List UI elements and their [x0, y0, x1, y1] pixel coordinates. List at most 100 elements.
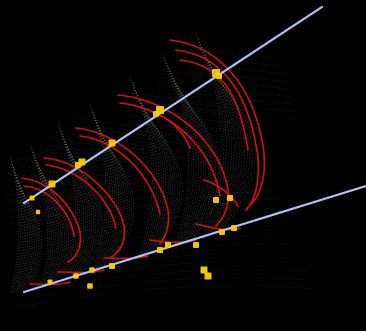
- mesh-line: [31, 149, 52, 285]
- mesh-line: [17, 269, 307, 294]
- mesh-line: [32, 154, 56, 283]
- marker: [204, 272, 212, 280]
- mesh-line: [36, 168, 65, 280]
- marker: [219, 229, 225, 235]
- marker: [200, 266, 208, 274]
- mesh-line: [60, 130, 82, 277]
- mesh-line: [162, 107, 249, 118]
- mesh-line: [33, 218, 91, 230]
- mesh-line: [166, 68, 202, 245]
- mesh-line: [17, 277, 311, 301]
- mesh-line: [204, 63, 251, 231]
- mesh-line: [37, 170, 67, 279]
- marker: [153, 111, 159, 117]
- mesh-line: [160, 99, 248, 111]
- red-arc: [117, 94, 230, 227]
- marker: [48, 180, 56, 188]
- mesh-line: [24, 173, 82, 185]
- mesh-line: [132, 84, 160, 254]
- mesh-line: [199, 108, 295, 120]
- mesh-line: [66, 152, 99, 271]
- mesh-line: [61, 136, 86, 276]
- marker: [157, 247, 163, 253]
- mesh-line: [133, 90, 164, 253]
- mesh-line: [32, 211, 89, 222]
- mesh-line: [6, 193, 57, 204]
- red-arc: [103, 255, 149, 260]
- mesh-line: [132, 144, 211, 155]
- mesh-line: [17, 126, 243, 182]
- mesh-line: [163, 114, 251, 126]
- mesh-line: [97, 130, 128, 265]
- mesh-line: [190, 63, 286, 75]
- mesh-line: [198, 101, 293, 112]
- mesh-line: [168, 73, 207, 243]
- red-arc: [43, 157, 126, 259]
- marker: [29, 195, 35, 201]
- mesh-line: [17, 117, 239, 175]
- mesh-line: [17, 135, 247, 189]
- marker: [193, 242, 199, 248]
- mesh-line: [67, 155, 101, 270]
- mesh-line: [27, 188, 85, 200]
- red-arc: [175, 49, 260, 211]
- mesh-line: [17, 171, 263, 217]
- upper-rod: [22, 5, 324, 205]
- marker: [89, 267, 95, 273]
- mesh-line: [17, 260, 303, 287]
- marker: [227, 195, 233, 201]
- mesh-line: [9, 155, 20, 296]
- red-arc: [45, 164, 117, 229]
- marker-group: [29, 69, 237, 289]
- mesh-line: [17, 99, 231, 161]
- mesh-line: [1, 170, 53, 182]
- mesh-line: [17, 108, 235, 168]
- mesh-line: [18, 185, 39, 287]
- mesh-line: [165, 122, 252, 133]
- mesh-line: [200, 50, 238, 235]
- mesh-line: [165, 65, 199, 245]
- mesh-line: [171, 84, 216, 240]
- red-arc: [119, 102, 221, 197]
- mesh-line: [9, 208, 60, 219]
- red-arc-group: [21, 39, 266, 286]
- mesh-line: [23, 166, 80, 177]
- mesh-line: [92, 114, 115, 269]
- mesh-line: [195, 86, 290, 97]
- marker: [108, 139, 116, 147]
- mesh-line: [126, 114, 205, 125]
- red-arc: [203, 179, 239, 207]
- mesh-line: [159, 92, 246, 103]
- mesh-line: [58, 125, 78, 279]
- mesh-line: [19, 188, 41, 286]
- mesh-line: [17, 225, 287, 259]
- mesh-line: [196, 36, 225, 239]
- mesh-line: [29, 196, 86, 207]
- mesh-line: [10, 215, 62, 227]
- marker: [87, 283, 93, 289]
- mesh-line: [138, 106, 178, 248]
- mesh-line: [127, 121, 207, 133]
- mesh-line: [202, 55, 243, 233]
- mesh-line: [130, 136, 210, 148]
- mesh-line: [93, 117, 117, 269]
- mesh-line: [199, 47, 235, 236]
- red-arc: [169, 39, 266, 206]
- mesh-line: [172, 87, 219, 239]
- mesh-line: [133, 151, 213, 163]
- mesh-line: [202, 58, 245, 233]
- mesh-line: [96, 128, 126, 266]
- mesh-line: [30, 203, 88, 215]
- mesh-line: [90, 106, 109, 272]
- red-arc: [23, 185, 75, 237]
- mesh-line: [13, 230, 65, 242]
- marker: [75, 162, 81, 168]
- mesh-line: [197, 39, 227, 238]
- red-arc: [57, 269, 105, 274]
- mesh-line: [17, 216, 283, 252]
- mesh-line: [137, 103, 176, 249]
- mesh-line: [139, 109, 181, 247]
- mesh-line: [17, 285, 315, 308]
- mesh-line: [198, 44, 232, 237]
